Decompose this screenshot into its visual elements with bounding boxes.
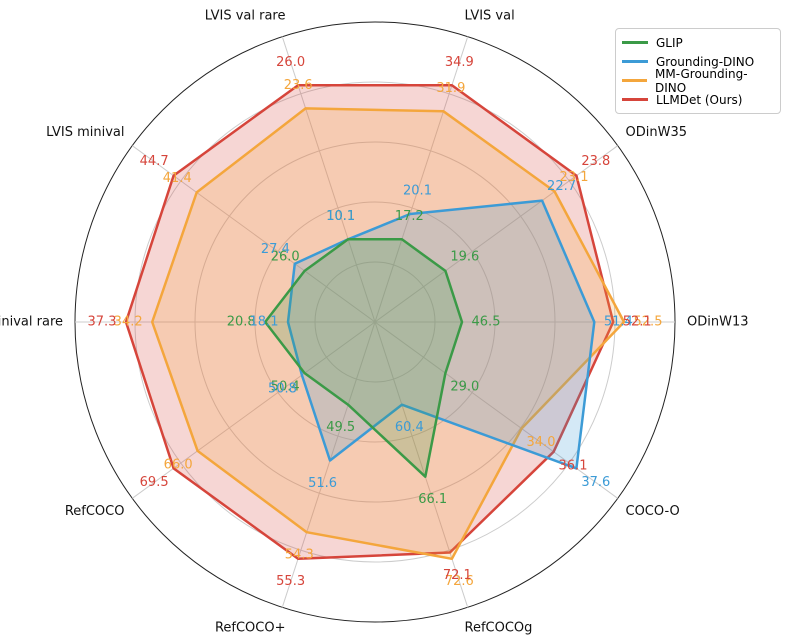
value-label: 23.1 [560, 170, 589, 185]
value-label: 55.3 [276, 574, 305, 589]
value-label: 50.8 [268, 382, 297, 397]
legend-item: LLMDet (Ours) [622, 90, 774, 109]
polygons [124, 83, 626, 561]
value-label: 49.5 [326, 420, 355, 435]
legend-swatch [622, 60, 648, 63]
value-label: 19.6 [450, 249, 479, 264]
value-label: 51.6 [308, 476, 337, 491]
value-label: 52.1 [623, 315, 652, 330]
legend-label: GLIP [656, 35, 683, 50]
axis-label: LVIS minival [46, 125, 124, 140]
value-label: 54.3 [285, 548, 314, 563]
legend-swatch [622, 98, 648, 101]
value-label: 31.9 [436, 81, 465, 96]
value-label: 41.4 [163, 171, 192, 186]
value-label: 10.1 [326, 209, 355, 224]
value-label: 37.6 [581, 475, 610, 490]
series-area [286, 199, 596, 470]
legend: GLIP Grounding-DINO MM-Grounding-DINO LLMDe… [615, 28, 781, 114]
value-label: 20.8 [227, 315, 256, 330]
axis-label: ODinW13 [687, 315, 749, 330]
axis-label: RefCOCO+ [215, 621, 286, 636]
legend-swatch [622, 79, 648, 82]
legend-item: Grounding-DINO [622, 52, 774, 71]
value-label: 44.7 [140, 154, 169, 169]
value-label: 37.3 [88, 315, 117, 330]
value-label: 51.4 [604, 315, 633, 330]
value-label: 17.2 [395, 209, 424, 224]
legend-swatch [622, 41, 648, 44]
value-label: 22.7 [547, 179, 576, 194]
value-label: 20.1 [403, 184, 432, 199]
axis-label: LVIS minival rare [0, 315, 63, 330]
value-label: 26.0 [271, 249, 300, 264]
axis-label: RefCOCOg [465, 621, 533, 636]
axis-label: RefCOCO [65, 504, 125, 519]
value-label: 72.1 [443, 568, 472, 583]
legend-label: Grounding-DINO [656, 54, 755, 69]
value-label: 27.4 [261, 242, 290, 257]
value-label: 50.4 [271, 380, 300, 395]
value-label: 34.9 [445, 55, 474, 70]
value-label: 72.6 [445, 574, 474, 589]
value-label: 36.1 [559, 458, 588, 473]
axis-label: LVIS val rare [205, 8, 286, 23]
axis-label: LVIS val [465, 8, 515, 23]
value-label: 60.4 [395, 420, 424, 435]
value-label: 34.2 [114, 315, 143, 330]
legend-item: MM-Grounding-DINO [622, 67, 774, 95]
series-area [124, 83, 615, 561]
series-area [150, 107, 626, 561]
series-area [263, 238, 464, 478]
legend-label: MM-Grounding-DINO [655, 66, 748, 95]
value-label: 66.0 [164, 458, 193, 473]
axis-label: COCO-O [626, 504, 680, 519]
labels: ODinW13 ODinW35 LVIS val LVIS val rare LVIS … [0, 8, 749, 635]
value-label: 10.1 [326, 209, 355, 224]
value-label: 66.1 [418, 492, 447, 507]
value-label: 69.5 [140, 475, 169, 490]
value-label: 18.1 [250, 315, 279, 330]
value-label: 29.0 [450, 380, 479, 395]
legend-label: LLMDet (Ours) [656, 92, 743, 107]
value-label: 26.0 [276, 55, 305, 70]
axis-label: ODinW35 [626, 125, 688, 140]
value-label: 23.6 [284, 78, 313, 93]
value-label: 34.0 [527, 435, 556, 450]
legend-item: GLIP [622, 33, 774, 52]
value-label: 23.8 [581, 154, 610, 169]
value-label: 46.5 [472, 315, 501, 330]
value-label: 52.5 [634, 315, 663, 330]
